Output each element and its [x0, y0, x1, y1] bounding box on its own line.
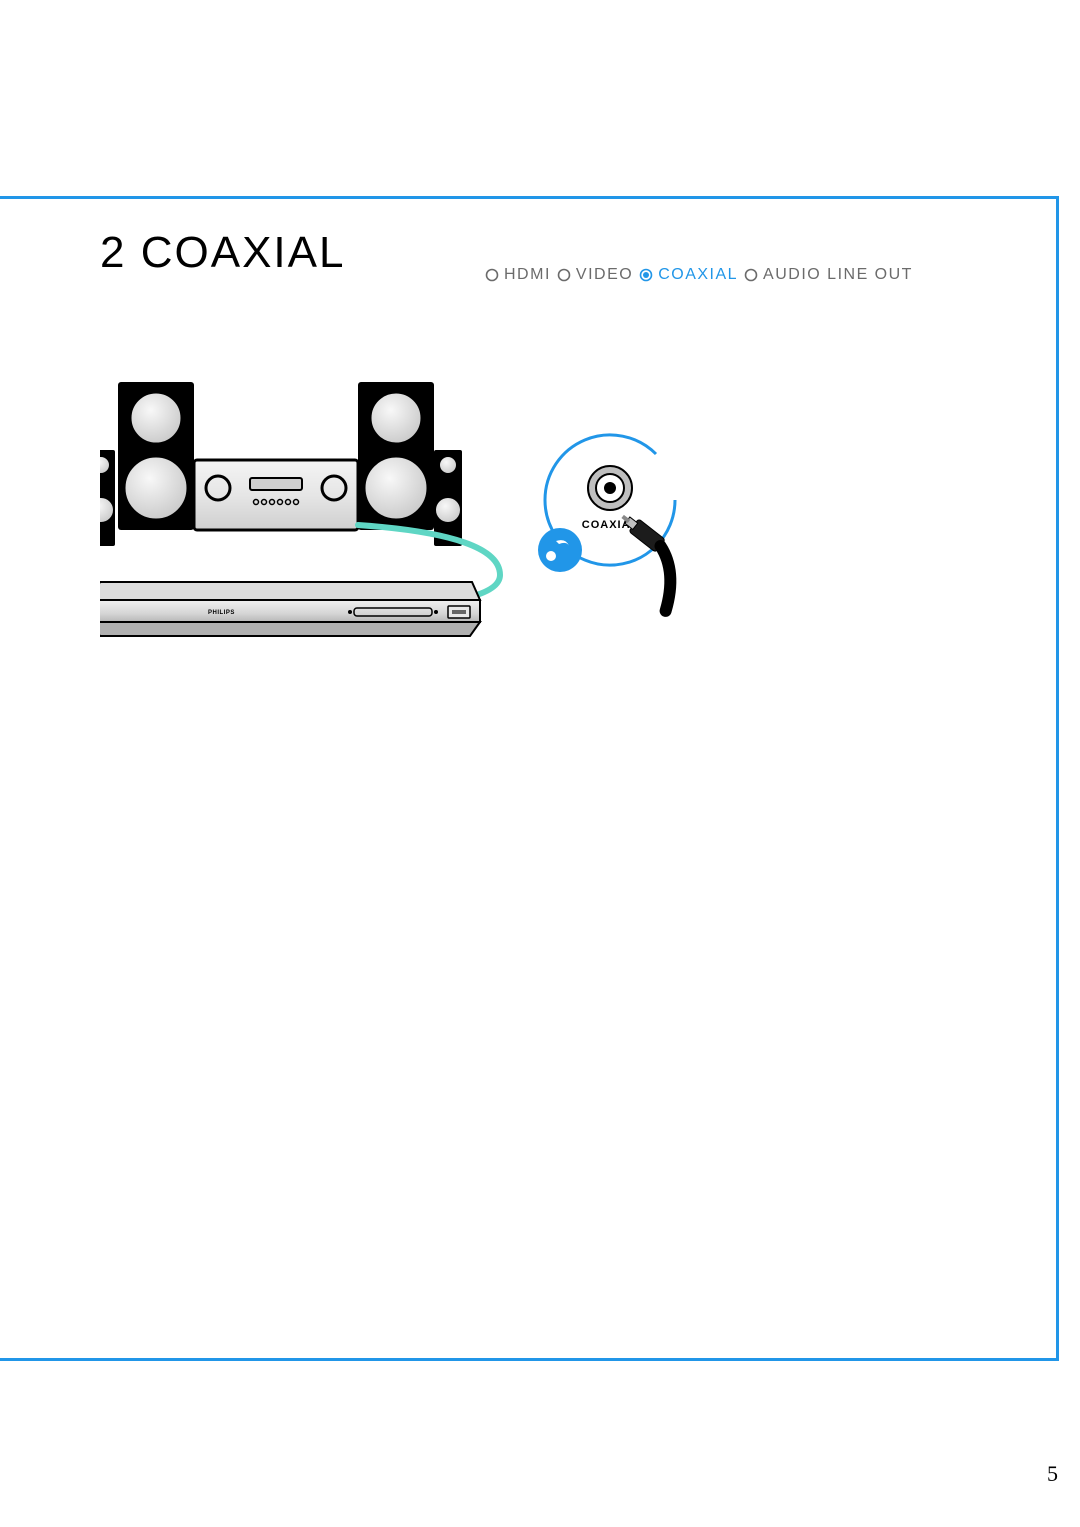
- page-border-top: [0, 196, 1059, 199]
- speaker-rear-right: [434, 450, 462, 546]
- manual-page: 2 COAXIAL HDMI VIDEO COAXIAL AUDIO LINE …: [0, 0, 1080, 1527]
- option-label: VIDEO: [576, 266, 633, 284]
- option-video: VIDEO: [557, 266, 633, 284]
- page-number: 5: [1047, 1461, 1058, 1487]
- speaker-rear-left: [100, 450, 115, 546]
- speaker-main-left: [118, 382, 194, 530]
- port-callout: COAXIAL: [538, 435, 700, 611]
- section-heading: 2 COAXIAL: [100, 228, 345, 278]
- option-label: AUDIO LINE OUT: [763, 266, 913, 284]
- option-coaxial: COAXIAL: [639, 266, 738, 284]
- section-title: COAXIAL: [141, 228, 346, 277]
- brand-label: PHILIPS: [208, 610, 235, 616]
- amplifier: [194, 460, 358, 530]
- radio-off-icon: [557, 268, 571, 282]
- option-audio-line-out: AUDIO LINE OUT: [744, 266, 913, 284]
- connection-options: HDMI VIDEO COAXIAL AUDIO LINE OUT: [485, 266, 913, 284]
- page-border-right: [1056, 196, 1059, 1360]
- coaxial-port-icon: [588, 466, 632, 510]
- section-number: 2: [100, 228, 126, 277]
- music-note-icon: [538, 528, 582, 572]
- radio-off-icon: [744, 268, 758, 282]
- option-hdmi: HDMI: [485, 266, 551, 284]
- connection-diagram: PHILIPS COAXIAL: [100, 360, 720, 670]
- radio-on-icon: [639, 268, 653, 282]
- speaker-main-right: [358, 382, 434, 530]
- option-label: COAXIAL: [658, 266, 738, 284]
- radio-off-icon: [485, 268, 499, 282]
- page-border-bottom: [0, 1358, 1059, 1361]
- dvd-player: PHILIPS: [100, 582, 480, 636]
- option-label: HDMI: [504, 266, 551, 284]
